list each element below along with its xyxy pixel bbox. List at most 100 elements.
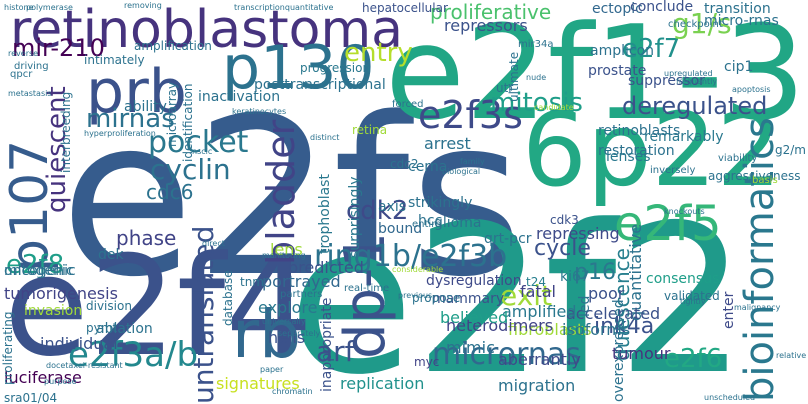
word-repressing: repressing — [536, 224, 620, 243]
word-tnm: tnm — [240, 275, 264, 289]
word-nsclc: nsclc — [192, 147, 213, 156]
word-aberrantly: aberrantly — [498, 350, 581, 369]
word-trophoblast: trophoblast — [317, 174, 333, 254]
word-cdk2: cdk2 — [346, 196, 409, 226]
word-g1-s: g1/s — [672, 7, 732, 40]
word-dek: dek — [98, 247, 124, 263]
word-metastasis: metastasis — [8, 89, 52, 98]
word-direct: direct — [202, 239, 225, 248]
word-cip1: cip1 — [724, 59, 754, 75]
word-myc: myc — [414, 355, 440, 369]
word-isoforms: isoforms — [562, 320, 631, 339]
word-candidate: candidate — [534, 103, 574, 112]
word-hcc: hcc — [418, 213, 443, 229]
word-qpcr: qpcr — [10, 69, 33, 80]
word-cerna: cerna — [408, 159, 448, 175]
word-nude: nude — [526, 73, 547, 82]
word-previous: previous — [398, 291, 433, 300]
word-inappropriate: inappropriate — [319, 297, 335, 392]
word-fibroblasts: fibroblasts — [508, 320, 592, 339]
word-tightly: tightly — [680, 297, 706, 306]
word-retinoblasts: retinoblasts — [598, 123, 681, 139]
word-cycle: cycle — [534, 236, 591, 261]
word-hyperproliferation: hyperproliferation — [84, 129, 156, 138]
word-remarkably: remarkably — [644, 129, 724, 145]
word-led: led — [577, 295, 593, 317]
word-individual: individual — [40, 334, 118, 353]
word-deregulated: deregulated — [622, 92, 768, 120]
word-basis: basis — [752, 175, 778, 186]
word-transition: transition — [704, 1, 771, 17]
word-tumour: tumour — [612, 344, 671, 363]
word-surprisingly: surprisingly — [347, 176, 363, 258]
word-intimately: intimately — [84, 53, 145, 67]
word-qrt-pcr: qrt-pcr — [484, 231, 532, 247]
word-family: family — [460, 157, 485, 166]
word-cdk3: cdk3 — [550, 213, 579, 227]
word-replication: replication — [340, 374, 425, 393]
word-p16: p16 — [574, 260, 616, 285]
word-restoration: restoration — [598, 143, 675, 159]
word-e2f6: e2f6 — [664, 344, 723, 374]
word-separately: separately — [278, 329, 321, 338]
word-utr: utr — [496, 81, 514, 95]
word-biological: biological — [442, 167, 481, 176]
word-forced: forced — [392, 99, 424, 110]
word-tumorigenesis: tumorigenesis — [4, 284, 118, 303]
word-lenses: lenses — [606, 149, 651, 165]
word-interbreeding: interbreeding — [59, 91, 73, 173]
word-database: database — [221, 270, 235, 326]
word-proliferating: proliferating — [1, 311, 15, 385]
word-malignancy: malignancy — [734, 303, 781, 312]
word-glioma: glioma — [434, 215, 482, 231]
word-e2f2: e2f2 — [288, 182, 748, 404]
word-reverse: reverse — [8, 49, 39, 58]
word-mir34a: mir34a — [518, 39, 554, 50]
word-signatures: signatures — [216, 374, 300, 393]
word-considerable: considerable — [392, 265, 444, 274]
word-mir-210: mir-210 — [12, 34, 105, 62]
word-axis: axis — [378, 199, 407, 215]
word-docetaxel-resistant: docetaxel-resistant — [46, 361, 123, 370]
word-cdc2: cdc2 — [390, 157, 419, 171]
word-e2f8: e2f8 — [6, 250, 65, 280]
word-retina: retina — [352, 123, 388, 137]
word-propose: propose — [412, 291, 461, 305]
word-polymerase: polymerase — [26, 3, 73, 12]
word-repressors: repressors — [444, 16, 528, 35]
word-upregulated: upregulated — [664, 69, 713, 78]
word-mammary: mammary — [432, 291, 505, 307]
word-bound: bound — [378, 221, 423, 237]
word-retinoblastoma: retinoblastoma — [10, 0, 403, 60]
word-overexpressed: overexpressed — [611, 299, 627, 402]
word-checkpoint: checkpoint — [668, 19, 723, 30]
word-monitoring: monitoring — [262, 251, 306, 260]
word-mitosis: mitosis — [490, 88, 583, 118]
word-entire: entire — [412, 219, 442, 230]
word-microarray: microarray — [165, 81, 179, 147]
word-ki67: ki67 — [560, 269, 590, 285]
word-suppressor: suppressor — [628, 73, 705, 89]
word-e2f7: e2f7 — [622, 34, 681, 64]
word-transcriptionquantitative: transcriptionquantitative — [234, 3, 334, 12]
word-predicted: predicted — [288, 258, 364, 277]
word-prostate: prostate — [588, 63, 647, 79]
word-mirnas: mirnas — [86, 104, 175, 134]
word-ring1b-e2f3b: ring1b/e2f3b — [314, 239, 508, 274]
word-universally: universally — [262, 317, 306, 326]
word-knockouts: knockouts — [664, 207, 705, 216]
word-conclude: conclude — [630, 0, 694, 15]
word-oncogenic: oncogenic — [4, 263, 76, 279]
word-e2f3a-b: e2f3a/b — [68, 335, 199, 375]
word-entry: entry — [344, 38, 413, 68]
word-mitogenic: mitogenic — [4, 263, 74, 279]
word-paper: paper — [260, 365, 284, 374]
word-cyclin: cyclin — [150, 153, 231, 186]
word-accelerated: accelerated — [566, 304, 661, 323]
word-portrayed: portrayed — [262, 272, 341, 291]
word-histone: histone — [4, 3, 34, 12]
word-mimic: mimic — [446, 338, 495, 357]
word-g2-m: g2/m — [775, 143, 806, 157]
word-sra01-04: sra01/04 — [4, 391, 58, 404]
